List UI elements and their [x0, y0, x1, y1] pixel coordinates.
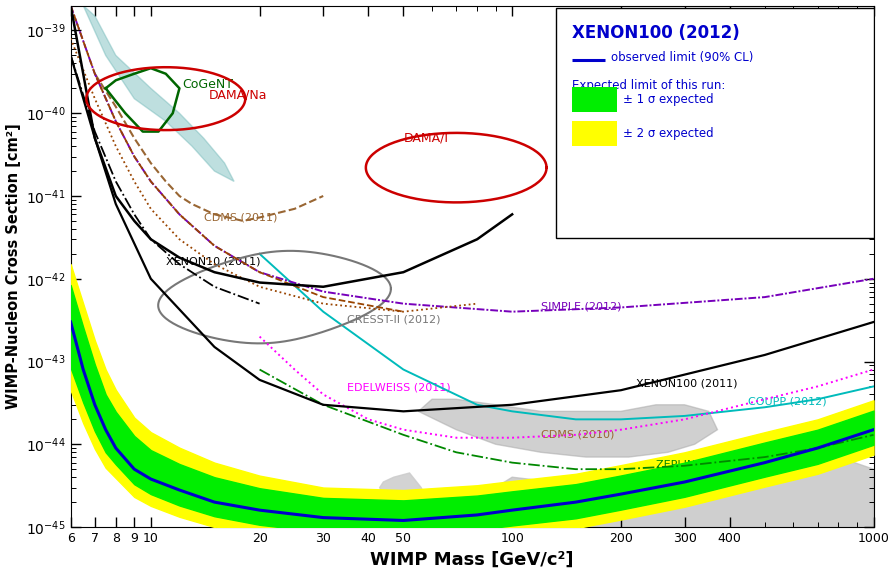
Text: SIMPLE (2012): SIMPLE (2012): [540, 302, 620, 312]
FancyBboxPatch shape: [572, 121, 616, 146]
Text: XENON100 (2012): XENON100 (2012): [572, 24, 739, 42]
FancyBboxPatch shape: [572, 87, 616, 113]
Text: ± 1 σ expected: ± 1 σ expected: [622, 94, 713, 106]
Text: CDMS (2011): CDMS (2011): [204, 213, 276, 223]
Y-axis label: WIMP-Nucleon Cross Section [cm²]: WIMP-Nucleon Cross Section [cm²]: [5, 123, 21, 409]
Polygon shape: [379, 473, 432, 535]
Text: XENON10 (2011): XENON10 (2011): [165, 256, 260, 266]
Text: CoGeNT: CoGeNT: [181, 78, 232, 91]
Polygon shape: [417, 400, 717, 457]
Text: ZEPLIN-III (2012): ZEPLIN-III (2012): [655, 460, 748, 470]
Text: CDMS (2010): CDMS (2010): [540, 430, 613, 440]
Polygon shape: [495, 452, 873, 571]
Polygon shape: [83, 6, 234, 181]
Text: Expected limit of this run:: Expected limit of this run:: [572, 79, 725, 92]
Text: ± 2 σ expected: ± 2 σ expected: [622, 127, 713, 140]
Text: COUPP (2012): COUPP (2012): [747, 397, 826, 407]
Text: observed limit (90% CL): observed limit (90% CL): [611, 51, 753, 64]
X-axis label: WIMP Mass [GeV/c²]: WIMP Mass [GeV/c²]: [370, 550, 573, 568]
FancyBboxPatch shape: [556, 8, 873, 238]
Text: DAMA/Na: DAMA/Na: [209, 88, 267, 102]
Text: DAMA/I: DAMA/I: [403, 132, 448, 145]
Text: XENON100 (2011): XENON100 (2011): [635, 378, 737, 389]
Text: CRESST-II (2012): CRESST-II (2012): [347, 314, 441, 324]
Text: EDELWEISS (2011): EDELWEISS (2011): [347, 382, 451, 392]
